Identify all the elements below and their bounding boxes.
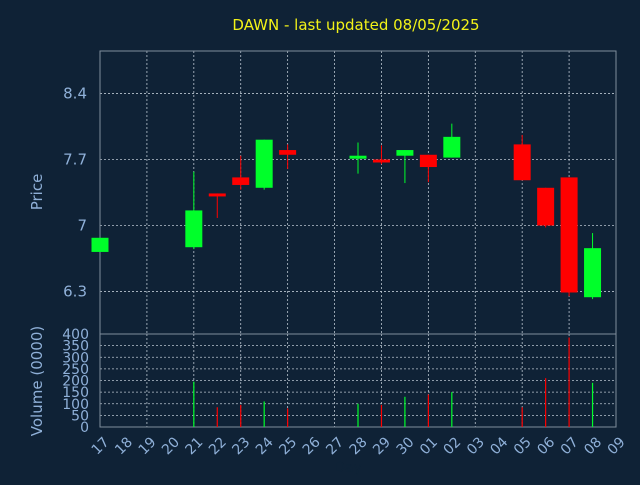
- volume-tick-label: 400: [62, 327, 89, 343]
- x-tick-label: 22: [206, 434, 230, 458]
- volume-tick-label: 150: [62, 385, 89, 401]
- x-tick-label: 26: [300, 434, 324, 458]
- price-tick-label: 6.3: [63, 283, 87, 301]
- candle: [255, 139, 273, 190]
- volume-tick-label: 350: [62, 339, 89, 355]
- x-tick-label: 30: [394, 434, 418, 458]
- candle: [396, 150, 414, 184]
- x-tick-label: 27: [323, 434, 347, 458]
- candle: [537, 187, 555, 228]
- x-tick-label: 28: [347, 434, 371, 458]
- x-tick-label: 03: [464, 434, 488, 458]
- x-tick-label: 21: [183, 434, 207, 458]
- candle: [419, 154, 437, 183]
- candle-body: [443, 136, 461, 158]
- x-tick-label: 23: [229, 434, 253, 458]
- price-tick-label: 7.7: [63, 150, 87, 168]
- candle: [91, 237, 109, 252]
- candle-body: [419, 154, 437, 168]
- x-tick-label: 04: [487, 434, 511, 458]
- candle-body: [537, 187, 555, 226]
- price-tick-label: 8.4: [63, 84, 87, 102]
- x-tick-label: 18: [112, 434, 136, 458]
- candle-body: [185, 210, 203, 248]
- candle: [185, 171, 203, 250]
- candle-body: [349, 155, 367, 159]
- candle-body: [208, 193, 226, 197]
- candle: [443, 123, 461, 158]
- chart-title: DAWN - last updated 08/05/2025: [232, 16, 479, 34]
- candle: [279, 144, 297, 169]
- candle-body: [513, 144, 531, 181]
- x-tick-label: 07: [558, 434, 582, 458]
- x-tick-label: 25: [276, 434, 300, 458]
- candle-body: [396, 150, 414, 156]
- candle: [372, 145, 390, 165]
- x-tick-label: 20: [159, 434, 183, 458]
- candle: [208, 193, 226, 218]
- candle: [560, 177, 578, 297]
- candle: [349, 142, 367, 174]
- x-axis-label: Day: [334, 460, 362, 476]
- x-tick-label: 02: [441, 434, 465, 458]
- x-tick-label: 19: [136, 434, 160, 458]
- volume-axis-label: Volume (0000): [28, 326, 46, 436]
- x-tick-label: 06: [534, 434, 558, 458]
- candle-body: [560, 177, 578, 293]
- volume-tick-label: 300: [62, 350, 89, 366]
- x-tick-label: 24: [253, 434, 277, 458]
- x-tick-label: 09: [605, 434, 629, 458]
- candle-body: [232, 177, 250, 185]
- volume-tick-label: 200: [62, 374, 89, 390]
- candle-body: [279, 150, 297, 155]
- candle: [584, 233, 602, 300]
- volume-tick-label: 50: [71, 408, 89, 424]
- price-tick-label: 7: [77, 217, 87, 235]
- candle: [232, 155, 250, 190]
- candle-body: [91, 237, 109, 252]
- volume-tick-label: 100: [62, 397, 89, 413]
- x-tick-label: 08: [581, 434, 605, 458]
- x-tick-label: 05: [511, 434, 535, 458]
- candle: [513, 134, 531, 181]
- price-panel: 8.4 7.7 7 6.3: [63, 50, 617, 335]
- volume-tick-label: 250: [62, 362, 89, 378]
- x-tick-label: 29: [370, 434, 394, 458]
- x-tick-label: 01: [417, 434, 441, 458]
- x-tick-label: 17: [89, 434, 113, 458]
- candle-body: [372, 159, 390, 163]
- volume-tick-label: 0: [80, 420, 89, 436]
- candle-body: [255, 139, 273, 188]
- candle-body: [584, 248, 602, 298]
- price-axis-label: Price: [28, 174, 46, 211]
